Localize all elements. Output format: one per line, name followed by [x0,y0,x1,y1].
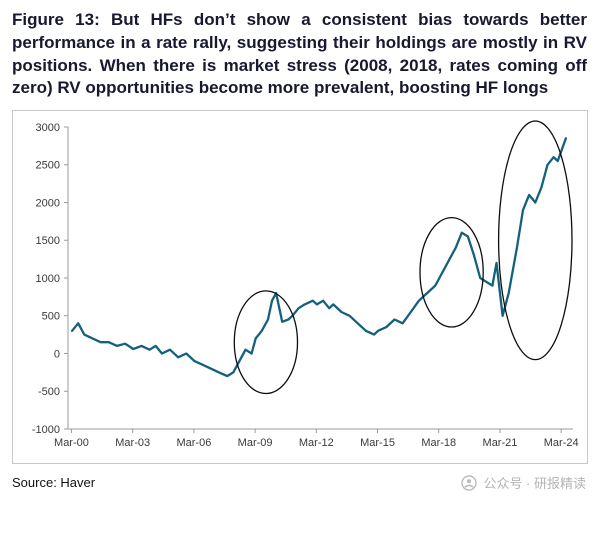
y-tick-label: -500 [38,386,60,398]
y-tick-label: 1000 [36,273,60,285]
x-tick-label: Mar-06 [176,437,211,449]
chart-frame: -1000 -500 0 500 1000 1500 2000 2500 3000 Mar-00 M… [12,110,588,465]
footer: Source: Haver 公众号 · 研报精读 [0,464,600,492]
x-tick-label: Mar-21 [483,437,518,449]
x-tick-label: Mar-03 [115,437,150,449]
annotation-ellipse [497,120,573,361]
y-tick-label: 2000 [36,197,60,209]
series-line [70,137,568,378]
x-tick-label: Mar-12 [299,437,334,449]
wechat-icon [461,474,478,491]
y-tick-label: 500 [42,311,60,323]
y-tick-label: -1000 [32,424,60,436]
y-tick-label: 2500 [36,160,60,172]
x-tick-label: Mar-15 [360,437,395,449]
y-tick-label: 1500 [36,235,60,247]
source-text: Source: Haver [12,475,96,491]
annotation-ellipse [419,217,484,328]
line-chart: -1000 -500 0 500 1000 1500 2000 2500 3000 Mar-00 M… [32,120,579,449]
watermark-text: 公众号 · 研报精读 [483,476,586,492]
watermark: 公众号 · 研报精读 [461,473,586,492]
x-tick-label: Mar-24 [544,437,579,449]
figure-title: Figure 13: But HFs don’t show a consiste… [12,10,587,98]
x-tick-label: Mar-18 [421,437,456,449]
x-tick-label: Mar-00 [54,437,89,449]
y-tick-label: 3000 [36,122,60,134]
annotation-ellipse [233,290,299,395]
y-tick-label: 0 [54,348,60,360]
x-tick-label: Mar-09 [238,437,273,449]
